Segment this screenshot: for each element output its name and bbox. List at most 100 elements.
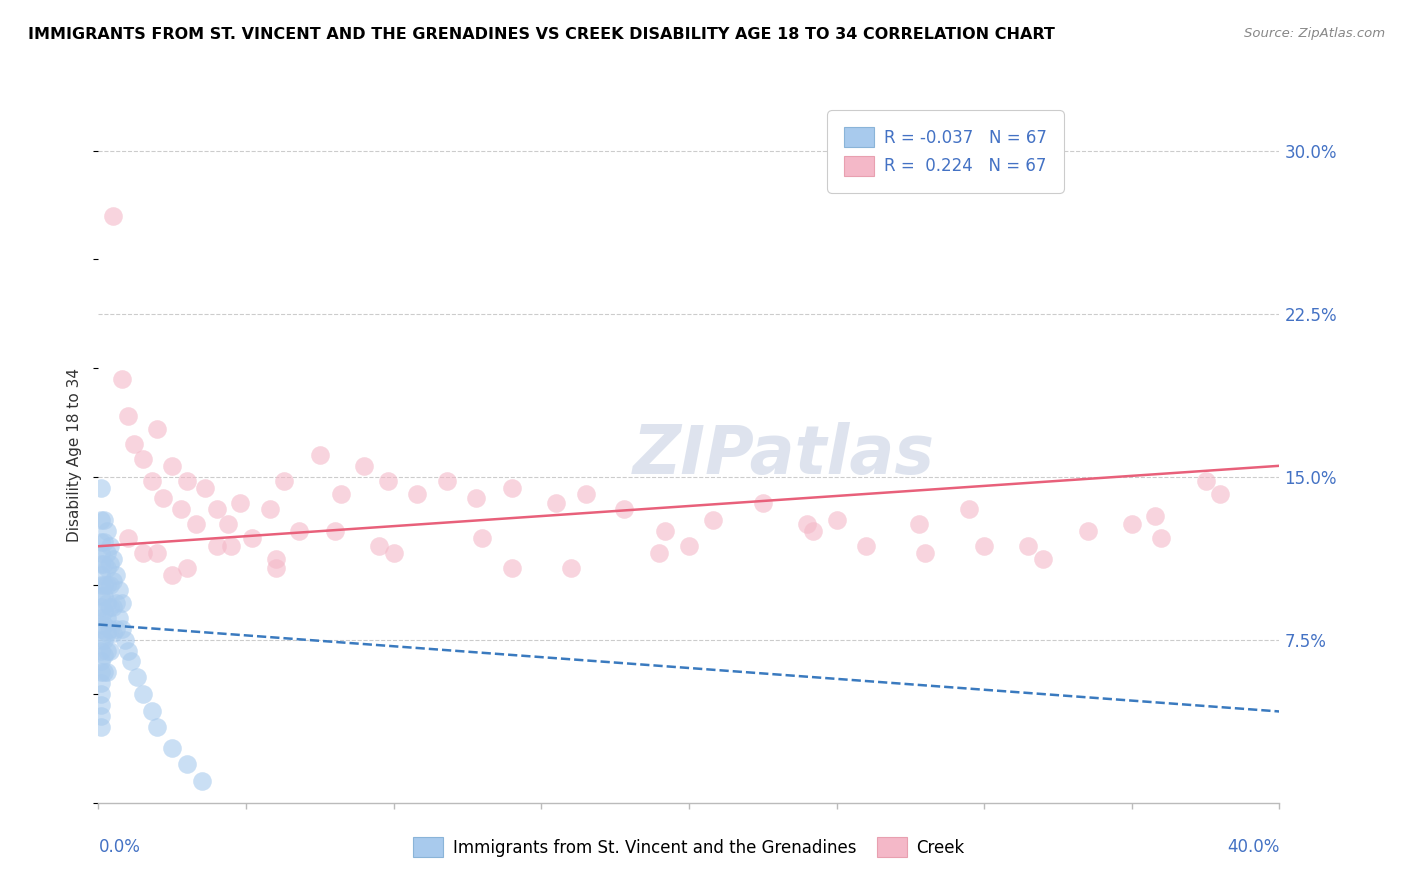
Point <box>103 626 125 640</box>
Point <box>1077 524 1099 538</box>
Point <box>90 632 112 647</box>
Point <box>90 622 112 636</box>
Point <box>406 487 429 501</box>
Point <box>1032 552 1054 566</box>
Point <box>162 567 183 582</box>
Point <box>162 741 183 756</box>
Point <box>105 596 128 610</box>
Point <box>90 546 112 560</box>
Point <box>103 209 125 223</box>
Point <box>90 557 112 571</box>
Point <box>96 665 118 680</box>
Point <box>132 452 155 467</box>
Point <box>96 611 118 625</box>
Point <box>111 596 134 610</box>
Point <box>125 670 148 684</box>
Point <box>105 567 128 582</box>
Point <box>751 496 773 510</box>
Point <box>259 502 281 516</box>
Point <box>1195 474 1218 488</box>
Point <box>90 708 112 723</box>
Point <box>702 513 724 527</box>
Point <box>90 535 112 549</box>
Point <box>90 655 112 669</box>
Point <box>108 582 131 597</box>
Point <box>471 531 494 545</box>
Point <box>117 531 139 545</box>
Point <box>90 611 112 625</box>
Point <box>98 539 121 553</box>
Point <box>90 600 112 615</box>
Point <box>120 655 142 669</box>
Point <box>219 539 242 553</box>
Point <box>959 502 981 516</box>
Point <box>90 578 112 592</box>
Point <box>1017 539 1039 553</box>
Point <box>648 546 671 560</box>
Point <box>184 517 207 532</box>
Point <box>90 720 112 734</box>
Point <box>229 496 252 510</box>
Point <box>217 517 239 532</box>
Point <box>194 481 217 495</box>
Point <box>264 552 287 566</box>
Point <box>96 643 118 657</box>
Point <box>1121 517 1143 532</box>
Point <box>162 458 183 473</box>
Point <box>98 557 121 571</box>
Point <box>96 578 118 592</box>
Point <box>96 524 118 538</box>
Point <box>98 578 121 592</box>
Point <box>436 474 458 488</box>
Point <box>377 474 399 488</box>
Point <box>825 513 848 527</box>
Point <box>132 687 155 701</box>
Point <box>122 437 145 451</box>
Point <box>90 665 112 680</box>
Text: Source: ZipAtlas.com: Source: ZipAtlas.com <box>1244 27 1385 40</box>
Point <box>93 648 115 662</box>
Point <box>93 578 115 592</box>
Point <box>96 626 118 640</box>
Point <box>90 589 112 603</box>
Point <box>465 491 488 506</box>
Point <box>96 546 118 560</box>
Point <box>273 474 295 488</box>
Point <box>855 539 877 553</box>
Point <box>114 632 136 647</box>
Point <box>93 665 115 680</box>
Point <box>152 491 174 506</box>
Point <box>93 605 115 619</box>
Point <box>801 524 824 538</box>
Point <box>111 622 134 636</box>
Point <box>973 539 995 553</box>
Point <box>93 589 115 603</box>
Point <box>240 531 263 545</box>
Point <box>560 561 582 575</box>
Point <box>111 372 134 386</box>
Y-axis label: Disability Age 18 to 34: Disability Age 18 to 34 <box>67 368 83 542</box>
Point <box>546 496 568 510</box>
Point <box>796 517 818 532</box>
Point <box>93 535 115 549</box>
Point <box>90 687 112 701</box>
Point <box>141 705 163 719</box>
Point <box>914 546 936 560</box>
Point <box>176 474 198 488</box>
Point <box>323 524 346 538</box>
Point <box>98 643 121 657</box>
Point <box>1150 531 1173 545</box>
Point <box>90 643 112 657</box>
Point <box>105 622 128 636</box>
Point <box>96 561 118 575</box>
Point <box>132 546 155 560</box>
Point <box>264 561 287 575</box>
Point <box>93 617 115 632</box>
Point <box>90 513 112 527</box>
Point <box>170 502 193 516</box>
Point <box>501 561 523 575</box>
Text: 0.0%: 0.0% <box>98 838 141 856</box>
Point <box>574 487 596 501</box>
Point <box>90 567 112 582</box>
Point <box>96 596 118 610</box>
